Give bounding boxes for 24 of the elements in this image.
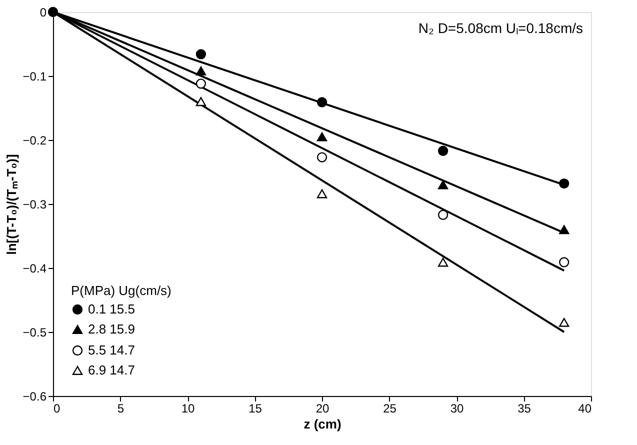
x-axis-title: z (cm) (304, 416, 342, 432)
legend-label: 0.1 15.5 (88, 302, 135, 316)
legend-title: P(MPa) Ug(cm/s) (71, 283, 172, 298)
x-tick-label: 30 (450, 402, 464, 416)
legend-label: 6.9 14.7 (88, 362, 135, 378)
x-tick-label: 10 (181, 402, 195, 416)
legend-label: 5.5 14.7 (88, 342, 135, 358)
y-tick-label: −0.1 (22, 70, 47, 84)
x-tick-label: 25 (383, 402, 397, 416)
y-tick-label: −0.6 (22, 390, 47, 404)
x-tick-label: 5 (117, 402, 124, 416)
y-tick-label: −0.3 (22, 198, 47, 212)
y-axis-title: ln[(T-T₀)/(Tₘ-T₀)] (4, 154, 19, 255)
x-tick-label: 40 (578, 402, 592, 416)
annotation: N₂ D=5.08cm Uₗ=0.18cm/s (418, 20, 583, 36)
y-tick-label: −0.5 (22, 326, 47, 340)
x-tick-label: 20 (316, 402, 330, 416)
y-tick-label: 0 (40, 6, 47, 20)
x-tick-label: 35 (518, 402, 532, 416)
y-tick-label: −0.2 (22, 134, 47, 148)
y-tick-label: −0.4 (22, 262, 47, 276)
x-tick-label: 15 (248, 402, 262, 416)
x-tick-label: 0 (54, 402, 60, 416)
legend-label: 2.8 15.9 (88, 322, 135, 336)
